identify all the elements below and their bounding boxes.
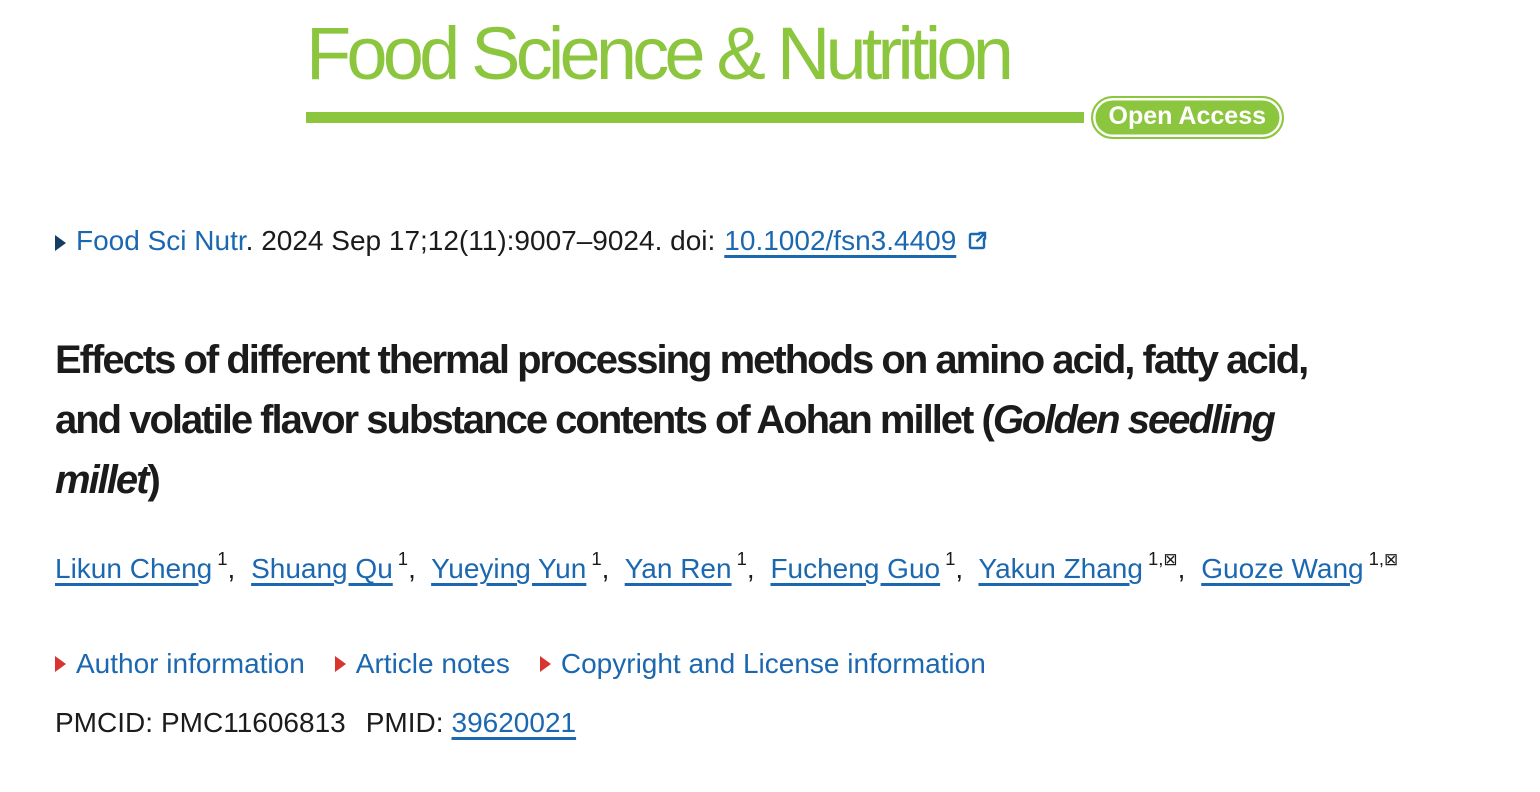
- author-separator: ,: [746, 553, 755, 584]
- article-title-text2: and volatile flavor substance contents o…: [55, 398, 995, 442]
- article-notes-toggle[interactable]: Article notes: [334, 645, 510, 683]
- author-affiliation-sup: 1,⊠: [1148, 548, 1178, 569]
- article-title-italic2: Golden seedling: [992, 398, 1276, 442]
- author-affiliation-sup: 1: [217, 548, 228, 569]
- author-link[interactable]: Yueying Yun: [431, 553, 587, 584]
- doi-link[interactable]: 10.1002/fsn3.4409: [724, 225, 957, 256]
- pmid-label: PMID:: [365, 707, 444, 738]
- pmcid-label: PMCID:: [55, 707, 153, 738]
- open-access-badge: Open Access: [1090, 95, 1284, 139]
- copyright-license-label: Copyright and License information: [560, 648, 986, 679]
- journal-logo-title: Food Science & Nutrition: [306, 12, 1014, 95]
- author-affiliation-sup: 1,⊠: [1369, 548, 1399, 569]
- author-link[interactable]: Likun Cheng: [55, 553, 213, 584]
- corresponding-author-envelope-icon[interactable]: ⊠: [1163, 550, 1178, 569]
- red-disclosure-triangle-icon: [55, 656, 66, 672]
- author-separator: ,: [408, 553, 416, 584]
- journal-logo-rule-row: Open Access: [306, 95, 1284, 139]
- author-separator: ,: [1177, 553, 1186, 584]
- author-link[interactable]: Yan Ren: [624, 553, 732, 584]
- author-separator: ,: [955, 553, 964, 584]
- disclosure-triangle-icon: [55, 235, 66, 251]
- author-link[interactable]: Shuang Qu: [251, 553, 393, 584]
- author-affiliation-sup: 1: [736, 548, 747, 569]
- citation-details: . 2024 Sep 17;12(11):9007–9024. doi:: [245, 225, 716, 256]
- external-link-icon[interactable]: [965, 225, 989, 263]
- author-link[interactable]: Fucheng Guo: [770, 553, 941, 584]
- journal-name-link[interactable]: Food Sci Nutr: [76, 225, 246, 256]
- author-link[interactable]: Guoze Wang: [1201, 553, 1364, 584]
- citation-line: Food Sci Nutr. 2024 Sep 17;12(11):9007–9…: [55, 222, 989, 263]
- pmid-link[interactable]: 39620021: [451, 707, 577, 738]
- article-title-italic3: millet: [55, 458, 149, 502]
- author-affiliation-sup: 1: [591, 548, 602, 569]
- pmcid-value: PMC11606813: [161, 707, 346, 738]
- article-title-line3: millet): [55, 450, 1525, 510]
- author-sup-number: 1,: [1147, 548, 1164, 569]
- article-info-links: Author information Article notes Copyrig…: [55, 645, 986, 683]
- author-separator: ,: [227, 553, 236, 584]
- corresponding-author-envelope-icon[interactable]: ⊠: [1384, 550, 1399, 569]
- article-title: Effects of different thermal processing …: [55, 330, 1525, 510]
- author-link[interactable]: Yakun Zhang: [978, 553, 1143, 584]
- author-affiliation-sup: 1: [397, 548, 409, 569]
- author-sup-number: 1,: [1368, 548, 1385, 569]
- author-separator: ,: [601, 553, 610, 584]
- red-disclosure-triangle-icon: [539, 656, 551, 672]
- article-title-line2: and volatile flavor substance contents o…: [55, 390, 1525, 450]
- article-ids-line: PMCID: PMC11606813 PMID: 39620021: [55, 703, 576, 743]
- journal-logo-rule: [306, 111, 1084, 123]
- article-title-text3: ): [147, 458, 160, 502]
- red-disclosure-triangle-icon: [334, 656, 346, 672]
- copyright-license-toggle[interactable]: Copyright and License information: [539, 645, 986, 683]
- article-title-text1: Effects of different thermal processing …: [55, 338, 1309, 382]
- author-information-toggle[interactable]: Author information: [55, 645, 305, 683]
- article-title-line1: Effects of different thermal processing …: [55, 330, 1525, 390]
- author-information-label: Author information: [76, 648, 305, 679]
- author-list: Likun Cheng 1, Shuang Qu 1, Yueying Yun 1, …: [55, 548, 1398, 594]
- journal-logo: Food Science & Nutrition Open Access: [306, 12, 1284, 139]
- article-notes-label: Article notes: [355, 648, 510, 679]
- author-affiliation-sup: 1: [945, 548, 956, 569]
